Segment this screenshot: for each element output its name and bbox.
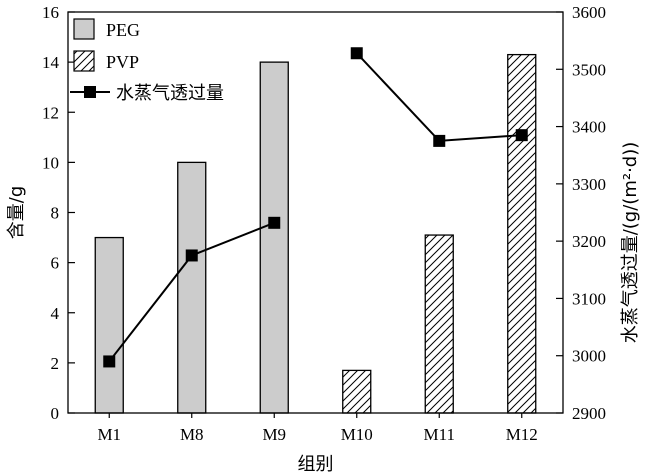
y2-axis-title: 水蒸气透过量/(g/(m²·d))	[620, 142, 641, 344]
y-tick-label: 8	[51, 204, 60, 223]
y-tick-label: 10	[42, 153, 59, 172]
y-tick-label: 4	[51, 304, 60, 323]
marker-m8	[185, 249, 198, 262]
marker-m12	[515, 129, 528, 142]
bar-peg-m9	[259, 61, 289, 414]
legend-marker-wvtr	[84, 86, 96, 98]
y-tick-label: 14	[42, 53, 60, 72]
y2-tick-label: 2900	[572, 404, 606, 423]
bar-pvp-m12	[507, 53, 537, 414]
y2-tick-label: 3600	[572, 3, 606, 22]
legend: PEG PVP 水蒸气透过量	[70, 18, 224, 104]
legend-swatch-peg	[73, 18, 95, 40]
y-tick-label: 12	[42, 103, 59, 122]
legend-label-pvp: PVP	[106, 52, 139, 72]
x-tick-label: M1	[97, 425, 121, 444]
y-tick-label: 0	[51, 404, 60, 423]
marker-m11	[433, 134, 446, 147]
y2-tick-label: 3300	[572, 175, 606, 194]
bar-peg-m8	[177, 161, 207, 414]
marker-m9	[268, 216, 281, 229]
bar-pvp-m11	[424, 234, 454, 414]
y-tick-label: 16	[42, 3, 59, 22]
x-tick-label: M12	[506, 425, 538, 444]
y2-tick-label: 3200	[572, 232, 606, 251]
legend-swatch-pvp	[73, 50, 95, 72]
x-axis-title: 组别	[298, 454, 334, 475]
y2-tick-label: 3500	[572, 60, 606, 79]
marker-m1	[103, 355, 116, 368]
marker-m10	[350, 47, 363, 60]
line-segment-2	[356, 52, 522, 142]
y2-tick-label: 3000	[572, 347, 606, 366]
y2-tick-label: 3100	[572, 289, 606, 308]
plot-frame	[67, 11, 564, 414]
bar-peg-m1	[94, 236, 124, 414]
legend-label-peg: PEG	[106, 20, 140, 40]
legend-label-wvtr: 水蒸气透过量	[116, 83, 224, 104]
x-tick-label: M11	[424, 425, 456, 444]
x-tick-label: M8	[180, 425, 204, 444]
y-axis-title: 含量/g	[6, 186, 27, 240]
bar-pvp-m10	[342, 369, 372, 414]
y-tick-label: 6	[51, 254, 60, 273]
y2-tick-label: 3400	[572, 118, 606, 137]
plot-area: 0 2 4 6 8 10 12 14 16 2900 3000 3100 3200 3300 3400 350…	[6, 3, 641, 475]
x-tick-label: M10	[341, 425, 373, 444]
y-tick-label: 2	[51, 354, 60, 373]
x-tick-label: M9	[262, 425, 286, 444]
